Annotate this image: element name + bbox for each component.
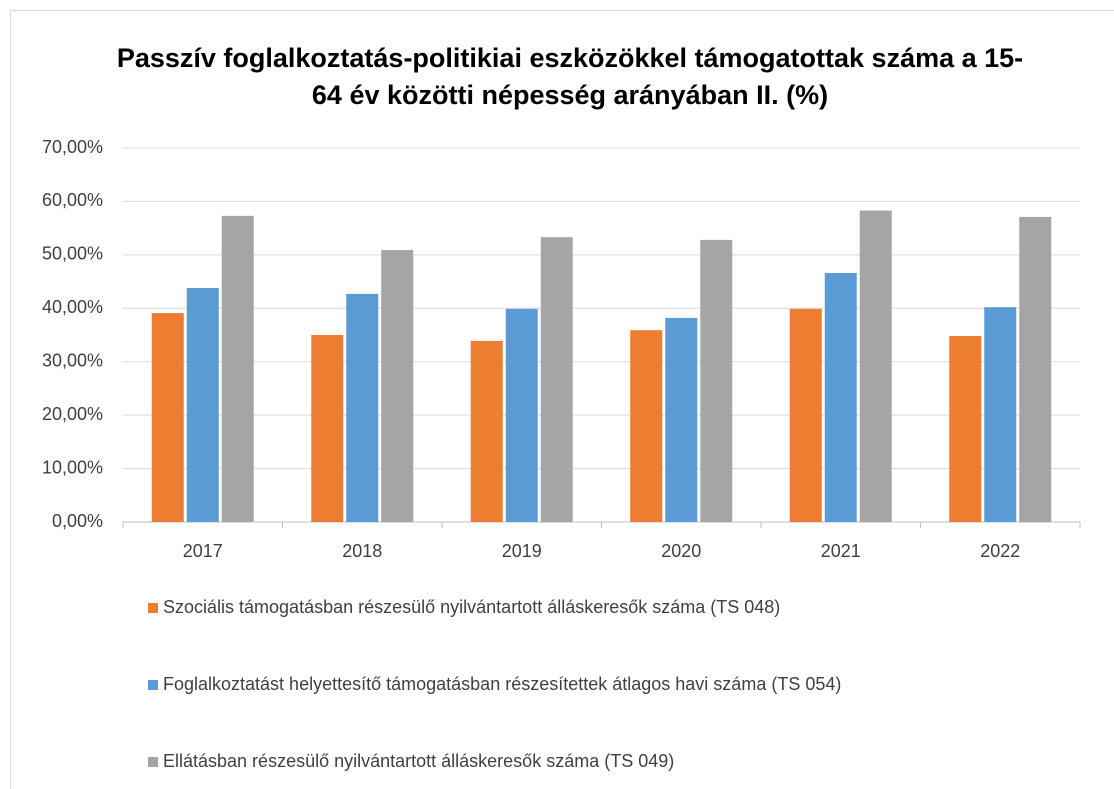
legend-label: Ellátásban részesülő nyilvántartott állá… [163,751,674,771]
bar [700,239,733,522]
y-tick-label: 60,00% [42,190,103,210]
bar [311,335,344,522]
bar [630,330,663,522]
bar [984,307,1017,522]
legend-swatch [148,680,158,690]
y-tick-label: 40,00% [42,297,103,317]
legend-label: Szociális támogatásban részesülő nyilván… [163,597,780,617]
bar [470,340,503,522]
y-tick-label: 0,00% [52,511,103,531]
bar [221,215,254,522]
bar [151,313,184,522]
x-tick-label: 2020 [661,541,701,561]
x-tick-label: 2021 [821,541,861,561]
bar [949,336,982,522]
bar [505,308,538,522]
chart-border [10,10,1114,789]
bar [859,210,892,523]
chart-title: Passzív foglalkoztatás-politikiai eszköz… [116,43,1024,110]
bar [186,287,219,522]
legend-swatch [148,757,158,767]
x-tick-label: 2019 [502,541,542,561]
x-tick-label: 2018 [342,541,382,561]
bar [540,237,573,522]
legend-label: Foglalkoztatást helyettesítő támogatásba… [163,674,841,694]
bar [824,273,857,522]
x-tick-label: 2022 [980,541,1020,561]
y-tick-label: 50,00% [42,244,103,264]
y-tick-label: 20,00% [42,404,103,424]
bar [346,293,379,522]
y-tick-label: 10,00% [42,457,103,477]
bar [381,250,414,522]
legend-swatch [148,603,158,613]
bar [665,317,698,522]
y-tick-label: 70,00% [42,137,103,157]
x-tick-label: 2017 [183,541,223,561]
y-tick-label: 30,00% [42,350,103,370]
bar [789,308,822,522]
bar [1019,216,1052,522]
